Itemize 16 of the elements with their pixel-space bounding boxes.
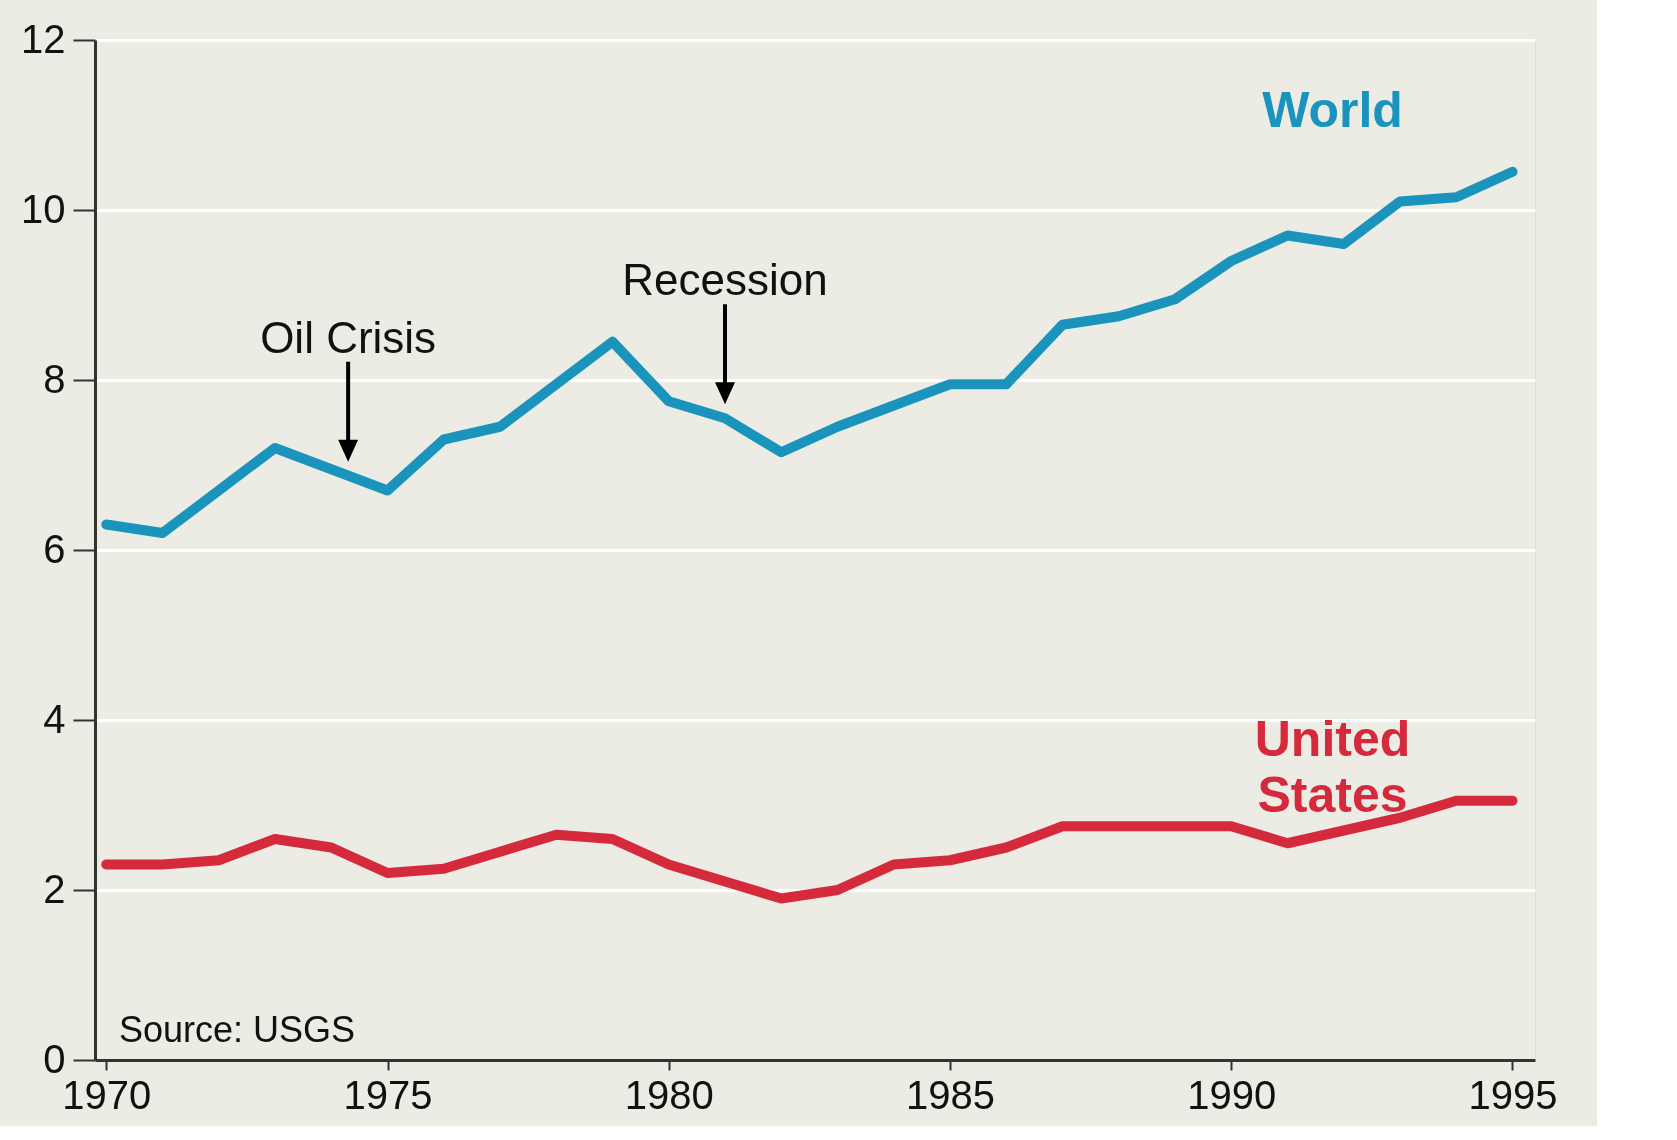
x-tick-label: 1975 (343, 1072, 433, 1117)
y-tick-label: 8 (43, 356, 66, 401)
annotation: Oil Crisis (260, 312, 437, 362)
y-tick-label: 4 (43, 696, 66, 741)
annotation: Source: USGS (119, 1009, 356, 1050)
x-tick-label: 1990 (1187, 1072, 1277, 1117)
y-tick-label: 2 (43, 866, 66, 911)
series-label: United States (1254, 710, 1411, 823)
series-label: World (1262, 81, 1403, 138)
y-tick-label: 12 (21, 16, 66, 61)
x-tick-label: 1980 (624, 1072, 714, 1117)
x-tick-label: 1985 (906, 1072, 995, 1117)
y-tick-label: 6 (43, 526, 66, 571)
y-tick-label: 10 (21, 186, 66, 231)
annotation: Recession (622, 255, 828, 305)
x-tick-label: 1995 (1468, 1072, 1558, 1117)
